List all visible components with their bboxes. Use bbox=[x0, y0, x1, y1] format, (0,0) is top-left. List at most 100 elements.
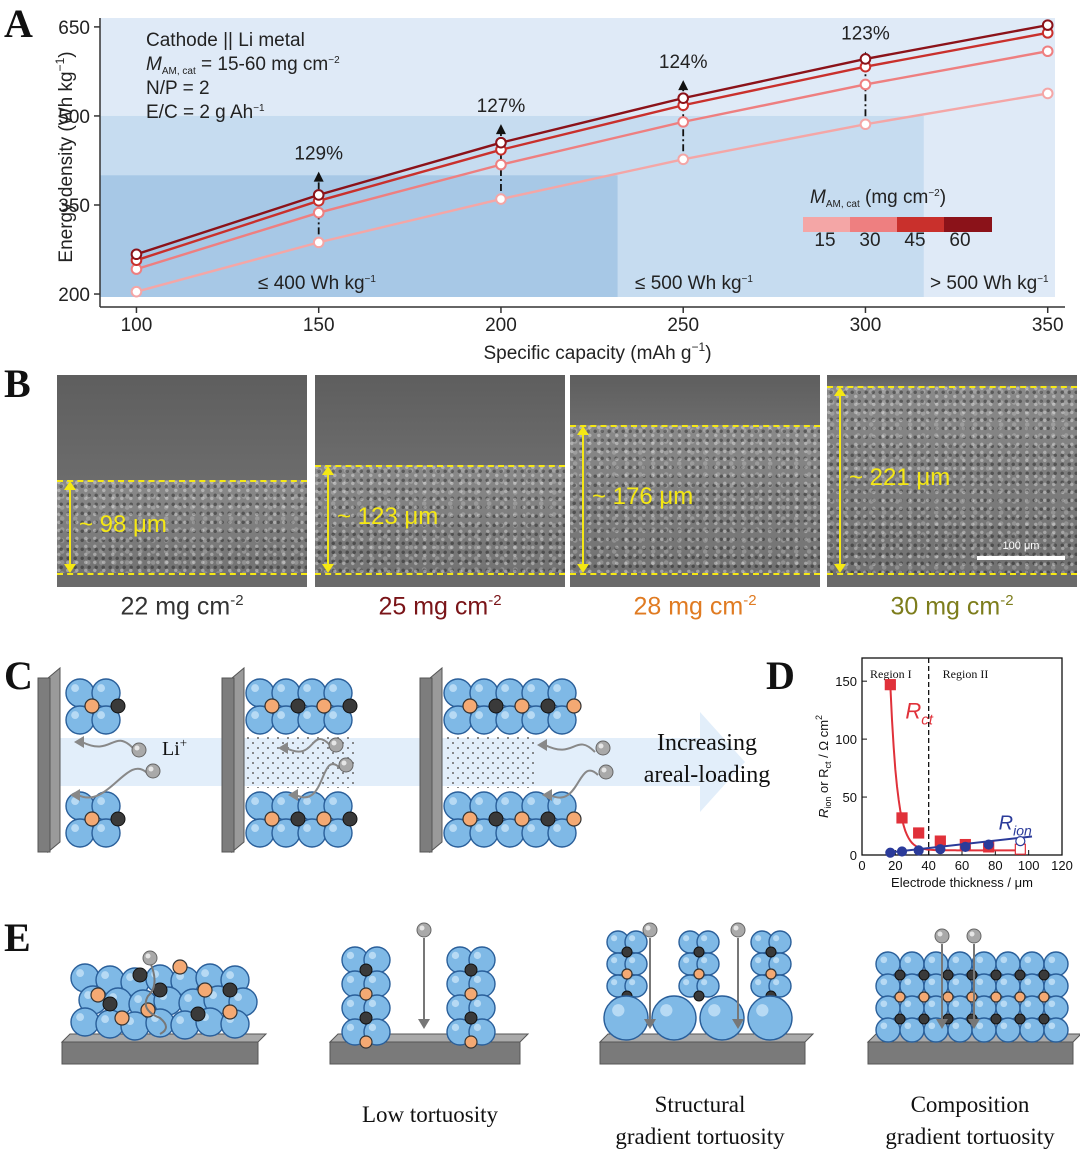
areal-loading-caption: 28 mg cm-2 bbox=[633, 592, 757, 621]
diffusion-arrowhead bbox=[542, 789, 552, 801]
active-particle bbox=[875, 951, 901, 977]
active-particle bbox=[923, 973, 949, 999]
panel-label-c: C bbox=[4, 653, 33, 698]
conductive-particle bbox=[918, 991, 930, 1003]
active-particle bbox=[91, 705, 121, 735]
active-particle bbox=[624, 974, 648, 998]
porous-region bbox=[246, 736, 356, 788]
active-particle bbox=[1019, 973, 1045, 999]
active-particle bbox=[95, 1009, 125, 1039]
conductive-particle bbox=[359, 987, 373, 1001]
rion-point bbox=[1015, 835, 1026, 847]
current-collector-face bbox=[37, 677, 51, 853]
carbon-particle bbox=[342, 698, 358, 714]
substrate-top bbox=[598, 1033, 815, 1043]
current-collector bbox=[47, 666, 61, 854]
active-particle bbox=[696, 930, 720, 954]
active-particle bbox=[297, 705, 327, 735]
panel-e-caption: gradient tortuosity bbox=[885, 1124, 1055, 1149]
transport-arrowhead bbox=[968, 1019, 980, 1029]
carbon-particle bbox=[222, 982, 238, 998]
conductive-particle bbox=[966, 991, 978, 1003]
active-particle bbox=[468, 970, 496, 998]
carbon-particle bbox=[942, 1013, 954, 1025]
active-particle bbox=[875, 973, 901, 999]
active-particle bbox=[220, 965, 250, 995]
y-tick-label: 350 bbox=[58, 196, 90, 217]
active-particle bbox=[521, 678, 551, 708]
gain-label: 124% bbox=[659, 52, 708, 73]
data-point bbox=[677, 153, 690, 166]
panel-e-caption: Composition bbox=[911, 1092, 1030, 1117]
active-particle bbox=[768, 952, 792, 976]
current-collector bbox=[231, 666, 245, 854]
data-point bbox=[1041, 87, 1054, 100]
sem-cross-section: ~ 221 μm 100 μm bbox=[827, 375, 1077, 587]
lithium-ion bbox=[730, 922, 746, 938]
carbon-particle bbox=[693, 990, 705, 1002]
active-particle bbox=[651, 995, 697, 1041]
active-particle bbox=[245, 791, 275, 821]
active-particle bbox=[120, 1011, 150, 1041]
carbon-particle bbox=[990, 969, 1002, 981]
rct-point bbox=[896, 812, 908, 824]
substrate-top bbox=[60, 1033, 268, 1043]
active-particle bbox=[995, 995, 1021, 1021]
active-particle bbox=[899, 951, 925, 977]
legend-label: 60 bbox=[949, 230, 970, 251]
substrate bbox=[61, 1041, 259, 1065]
conductive-particle bbox=[84, 811, 100, 827]
active-particle bbox=[443, 678, 473, 708]
thickness-label: ~ 221 μm bbox=[849, 463, 951, 491]
loading-direction-arrow bbox=[60, 712, 745, 812]
carbon-particle bbox=[342, 811, 358, 827]
legend-label: 45 bbox=[904, 230, 925, 251]
active-particle bbox=[178, 988, 208, 1018]
rct-point bbox=[913, 827, 925, 839]
y-tick-label: 50 bbox=[843, 790, 857, 805]
data-point bbox=[859, 53, 872, 65]
active-particle bbox=[923, 951, 949, 977]
gain-arrowhead bbox=[313, 171, 324, 182]
active-particle bbox=[323, 818, 353, 848]
lithium-ion bbox=[328, 737, 344, 753]
carbon-particle bbox=[1038, 1013, 1050, 1025]
thickness-label: ~ 98 μm bbox=[79, 510, 167, 538]
active-particle bbox=[65, 818, 95, 848]
carbon-particle bbox=[765, 990, 777, 1002]
conductive-particle bbox=[222, 1004, 238, 1020]
active-particle bbox=[341, 946, 369, 974]
x-tick-label: 0 bbox=[858, 858, 865, 873]
active-particle bbox=[65, 678, 95, 708]
active-particle bbox=[446, 994, 474, 1022]
conductive-particle bbox=[84, 698, 100, 714]
rct-fit-curve bbox=[889, 684, 1021, 852]
active-particle bbox=[443, 818, 473, 848]
legend-swatch bbox=[944, 217, 992, 232]
conductive-particle bbox=[621, 968, 633, 980]
data-point bbox=[859, 78, 872, 91]
active-particle bbox=[170, 966, 200, 996]
active-particle bbox=[495, 705, 525, 735]
energy-density-chart: ≤ 400 Wh kg−1 ≤ 500 Wh kg−1 > 500 Wh kg−1 2… bbox=[53, 18, 1065, 364]
conductive-particle bbox=[1038, 991, 1050, 1003]
active-particle bbox=[547, 678, 577, 708]
active-particle bbox=[947, 1017, 973, 1043]
thickness-label: ~ 176 μm bbox=[592, 483, 694, 510]
lithium-ion bbox=[966, 928, 982, 944]
x-tick-label: 350 bbox=[1032, 315, 1064, 336]
carbon-particle bbox=[942, 969, 954, 981]
x-tick-label: 120 bbox=[1051, 858, 1073, 873]
data-point bbox=[130, 285, 143, 298]
rion-fit-line bbox=[886, 835, 1033, 854]
active-particle bbox=[875, 1017, 901, 1043]
active-particle bbox=[971, 1017, 997, 1043]
active-particle bbox=[443, 705, 473, 735]
diffusion-path bbox=[549, 769, 599, 799]
rion-point bbox=[885, 847, 896, 858]
conductive-particle bbox=[1014, 991, 1026, 1003]
series-line bbox=[136, 50, 1048, 271]
data-point bbox=[677, 92, 690, 104]
active-particle bbox=[750, 952, 774, 976]
sem-cross-section: ~ 176 μm bbox=[570, 375, 820, 587]
